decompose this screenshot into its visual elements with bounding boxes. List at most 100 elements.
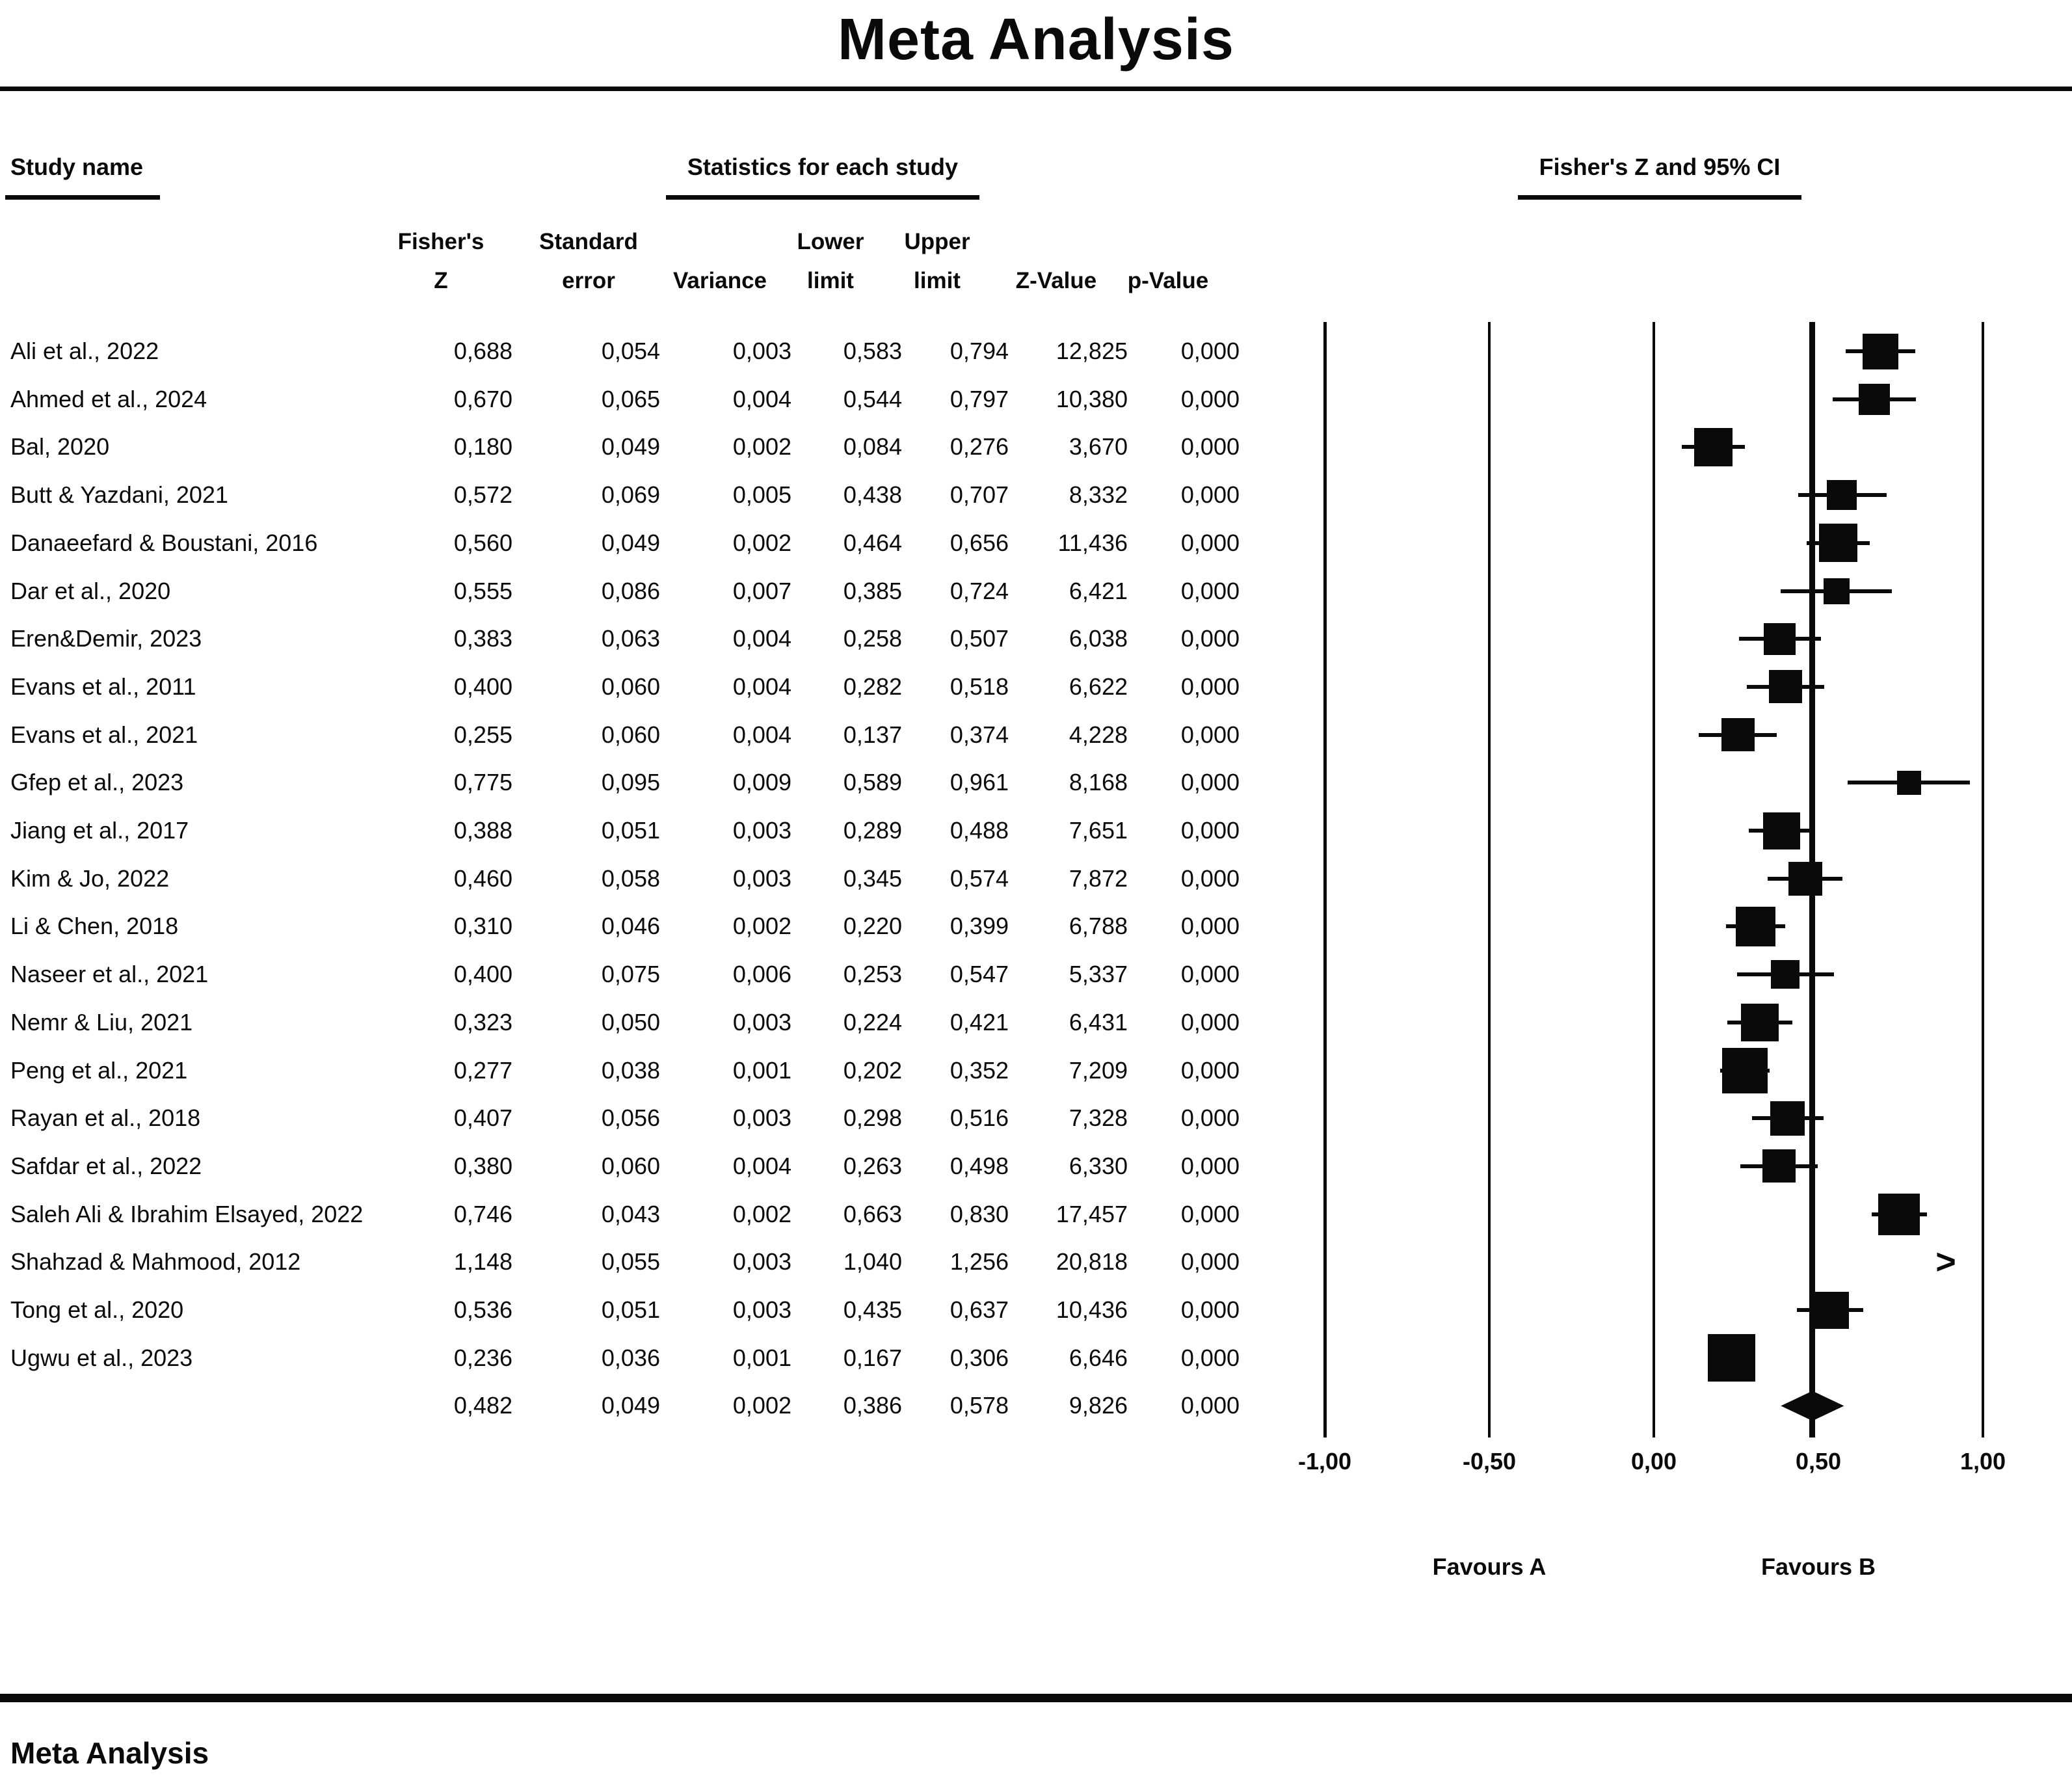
effect-square [1762,812,1800,849]
stat-cell: 0,000 [1180,1056,1240,1084]
stat-cell: 0,050 [601,1008,660,1036]
favours-a-label: Favours A [1432,1553,1547,1580]
stat-cell: 1,256 [950,1248,1009,1276]
stat-cell: 0,482 [453,1392,512,1419]
stat-cell: 0,003 [732,1248,791,1276]
stat-cell: 6,622 [1069,673,1128,700]
stat-cell: 0,000 [1180,1296,1240,1323]
study-name: Tong et al., 2020 [10,1296,184,1323]
stat-cell: 0,516 [950,1104,1009,1132]
axis-tick-label: 0,00 [1630,1448,1677,1475]
stat-cell: 0,263 [843,1152,902,1179]
stat-cell: 0,544 [843,385,902,412]
stat-cell: 0,255 [453,721,512,748]
stat-cell: 0,507 [950,625,1009,652]
stat-cell: 0,000 [1180,769,1240,796]
stat-cell: 0,095 [601,769,660,796]
column-header-bottom: Z [434,268,448,293]
study-name: Dar et al., 2020 [10,577,171,604]
effect-square [1811,1291,1849,1329]
stat-cell: 0,003 [732,817,791,844]
stat-cell: 0,637 [950,1296,1009,1323]
stat-cell: 0,961 [950,769,1009,796]
column-header-bottom: Variance [673,268,767,293]
stat-cell: 0,000 [1180,1008,1240,1036]
bottom-divider [0,1694,2072,1702]
stat-cell: 5,337 [1069,961,1128,988]
stat-cell: 0,002 [732,913,791,940]
statistics-group-header: Statistics for each study [687,154,959,180]
stat-cell: 6,646 [1069,1344,1128,1371]
study-name: Ahmed et al., 2024 [10,385,207,412]
stat-cell: 0,000 [1180,338,1240,364]
stat-cell: 0,086 [601,577,660,604]
column-header-bottom: limit [807,268,854,293]
stat-cell: 0,004 [732,673,791,700]
stat-cell: 1,040 [843,1248,902,1276]
study-name: Bal, 2020 [10,433,110,461]
stat-cell: 7,651 [1069,817,1128,844]
effect-square [1721,718,1755,752]
stat-cell: 0,236 [453,1344,512,1371]
stat-cell: 0,004 [732,721,791,748]
stat-cell: 0,049 [601,529,660,556]
stat-cell: 0,224 [843,1008,902,1036]
axis-tick-label: 0,50 [1795,1448,1842,1475]
stat-cell: 11,436 [1057,529,1128,556]
stat-cell: 0,000 [1180,1344,1240,1371]
study-name: Kim & Jo, 2022 [10,864,170,892]
stat-cell: 0,000 [1180,529,1240,556]
column-header-bottom: limit [914,268,961,293]
stat-cell: 0,578 [950,1392,1009,1419]
axis-tick-label: 1,00 [1959,1448,2006,1475]
stat-cell: 0,688 [453,338,512,364]
stat-cell: 0,407 [453,1104,512,1132]
stat-cell: 7,209 [1069,1056,1128,1084]
stat-cell: 0,137 [843,721,902,748]
axis-gridline [1653,322,1655,1438]
study-name: Li & Chen, 2018 [10,913,179,940]
stat-cell: 0,000 [1180,1248,1240,1276]
stat-cell: 0,464 [843,529,902,556]
stat-cell: 0,003 [732,338,791,364]
study-name: Butt & Yazdani, 2021 [10,481,228,509]
stat-cell: 0,746 [453,1200,512,1227]
stat-cell: 0,385 [843,577,902,604]
stat-cell: 17,457 [1056,1200,1128,1227]
stat-cell: 0,054 [601,338,660,364]
stat-cell: 0,056 [601,1104,660,1132]
effect-square [1770,1101,1805,1136]
column-header-top: Lower [797,229,864,254]
column-header-bottom: error [562,268,615,293]
stat-cell: 0,004 [732,625,791,652]
study-name: Evans et al., 2021 [10,721,198,748]
stat-cell: 20,818 [1056,1248,1128,1276]
stat-cell: 0,003 [732,864,791,892]
stat-cell: 0,084 [843,433,902,461]
stat-cell: 1,148 [453,1248,512,1276]
stat-cell: 0,000 [1180,433,1240,461]
stat-cell: 0,000 [1180,1104,1240,1132]
stat-cell: 0,310 [453,913,512,940]
stat-cell: 0,536 [453,1296,512,1323]
study-name: Naseer et al., 2021 [10,961,209,988]
study-name: Jiang et al., 2017 [10,817,189,844]
stat-cell: 0,388 [453,817,512,844]
stat-cell: 0,000 [1180,673,1240,700]
stat-cell: 0,323 [453,1008,512,1036]
study-name: Saleh Ali & Ibrahim Elsayed, 2022 [10,1200,364,1227]
stat-cell: 0,374 [950,721,1009,748]
study-name: Gfep et al., 2023 [10,769,184,796]
axis-gridline [1488,322,1491,1438]
stat-cell: 0,060 [601,673,660,700]
stat-cell: 0,438 [843,481,902,509]
stat-cell: 0,060 [601,721,660,748]
stat-cell: 0,400 [453,673,512,700]
study-name: Ali et al., 2022 [10,338,159,364]
stat-cell: 6,038 [1069,625,1128,652]
stat-cell: 6,330 [1069,1152,1128,1179]
effect-square [1762,1149,1796,1183]
stat-cell: 0,253 [843,961,902,988]
column-header-top: Fisher's [397,229,485,254]
